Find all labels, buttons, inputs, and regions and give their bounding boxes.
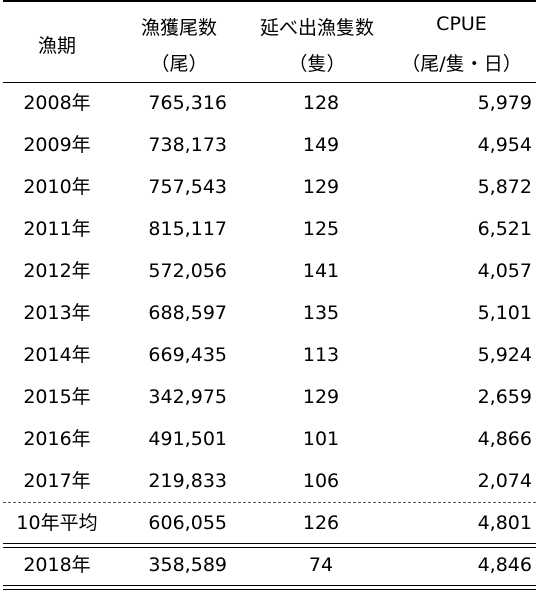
row-trips: 129: [302, 386, 340, 408]
table-row: 2017年 219,833 106 2,074: [3, 460, 536, 502]
row-cpue: 5,924: [477, 344, 532, 366]
row-year: 2009年: [23, 134, 91, 156]
row-trips: 141: [302, 260, 340, 282]
latest-catch: 358,589: [148, 554, 227, 576]
latest-cpue: 4,846: [477, 554, 532, 576]
row-cpue: 5,872: [477, 176, 532, 198]
table-row: 2014年 669,435 113 5,924: [3, 334, 536, 376]
row-catch: 738,173: [148, 134, 227, 156]
row-catch: 491,501: [148, 428, 227, 450]
header-catch-unit: （尾）: [150, 53, 208, 75]
row-cpue: 4,954: [477, 134, 532, 156]
header-cpue: CPUE: [436, 13, 487, 35]
table-row: 2009年 738,173 149 4,954: [3, 124, 536, 166]
table-row: 2011年 815,117 125 6,521: [3, 208, 536, 250]
header-trips-unit: （隻）: [288, 53, 346, 75]
row-trips: 113: [302, 344, 340, 366]
row-year: 2013年: [23, 302, 91, 324]
table-row: 2013年 688,597 135 5,101: [3, 292, 536, 334]
row-catch: 219,833: [148, 470, 227, 492]
latest-trips: 74: [308, 554, 334, 576]
row-cpue: 6,521: [477, 218, 532, 240]
table-row: 2008年 765,316 128 5,979: [3, 82, 536, 124]
row-cpue: 5,101: [477, 302, 532, 324]
row-year: 2010年: [23, 176, 91, 198]
average-catch: 606,055: [148, 512, 227, 534]
row-year: 2012年: [23, 260, 91, 282]
row-trips: 129: [302, 176, 340, 198]
row-year: 2008年: [23, 92, 91, 114]
row-cpue: 5,979: [477, 92, 532, 114]
row-cpue: 4,866: [477, 428, 532, 450]
header-rule: [3, 82, 536, 83]
table-row: 2012年 572,056 141 4,057: [3, 250, 536, 292]
table-row: 2015年 342,975 129 2,659: [3, 376, 536, 418]
row-cpue: 2,659: [477, 386, 532, 408]
header-cpue-unit: （尾/隻・日）: [401, 53, 522, 75]
row-trips: 125: [302, 218, 340, 240]
table-row: 2016年 491,501 101 4,866: [3, 418, 536, 460]
row-trips: 106: [302, 470, 340, 492]
average-label: 10年平均: [16, 512, 98, 534]
table-top-rule: [3, 0, 536, 2]
header-catch: 漁獲尾数: [140, 17, 217, 39]
row-year: 2011年: [23, 218, 91, 240]
row-year: 2015年: [23, 386, 91, 408]
latest-separator: [3, 543, 536, 548]
row-catch: 669,435: [148, 344, 227, 366]
row-cpue: 2,074: [477, 470, 532, 492]
header-period: 漁期: [37, 35, 76, 57]
row-year: 2017年: [23, 470, 91, 492]
row-catch: 572,056: [148, 260, 227, 282]
row-catch: 815,117: [148, 218, 227, 240]
row-trips: 128: [302, 92, 340, 114]
row-year: 2016年: [23, 428, 91, 450]
latest-row: 2018年 358,589 74 4,846: [3, 544, 536, 586]
row-trips: 149: [302, 134, 340, 156]
row-catch: 757,543: [148, 176, 227, 198]
row-trips: 135: [302, 302, 340, 324]
average-row: 10年平均 606,055 126 4,801: [3, 502, 536, 544]
row-catch: 688,597: [148, 302, 227, 324]
latest-year: 2018年: [23, 554, 91, 576]
average-separator: [3, 502, 536, 503]
table-row: 2010年 757,543 129 5,872: [3, 166, 536, 208]
average-cpue: 4,801: [477, 512, 532, 534]
average-trips: 126: [302, 512, 340, 534]
row-trips: 101: [302, 428, 340, 450]
header-trips: 延べ出漁隻数: [259, 17, 374, 39]
table-bottom-rule: [3, 585, 536, 590]
row-catch: 342,975: [148, 386, 227, 408]
row-year: 2014年: [23, 344, 91, 366]
row-catch: 765,316: [148, 92, 227, 114]
row-cpue: 4,057: [477, 260, 532, 282]
